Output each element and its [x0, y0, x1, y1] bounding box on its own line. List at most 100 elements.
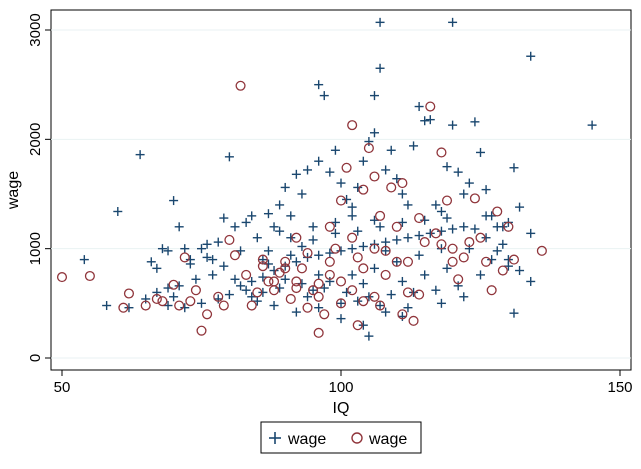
data-point-plus	[498, 239, 508, 249]
data-point-plus	[481, 185, 491, 195]
data-point-plus	[397, 189, 407, 199]
data-point-plus	[336, 314, 346, 324]
data-point-plus	[269, 222, 279, 232]
data-point-circle	[335, 195, 347, 206]
x-tick-label: 50	[54, 379, 71, 396]
data-point-plus	[442, 263, 452, 273]
data-point-plus	[141, 294, 151, 304]
data-point-plus	[314, 80, 324, 90]
data-point-circle	[335, 298, 347, 309]
data-point-plus	[420, 270, 430, 280]
data-point-plus	[587, 120, 597, 130]
series-plus-markers	[79, 17, 597, 341]
data-point-plus	[431, 285, 441, 295]
legend-circle-icon	[351, 432, 363, 444]
data-point-plus	[174, 281, 184, 291]
data-point-circle	[352, 320, 363, 331]
data-point-plus	[258, 272, 268, 282]
data-point-circle	[324, 269, 335, 280]
data-point-circle	[358, 184, 369, 195]
data-point-circle	[296, 263, 307, 274]
data-point-plus	[152, 263, 162, 273]
data-point-circle	[441, 195, 453, 206]
data-point-circle	[324, 221, 335, 232]
data-point-plus	[392, 235, 402, 245]
data-point-plus	[208, 270, 218, 280]
data-point-circle	[347, 285, 358, 296]
data-point-plus	[252, 233, 262, 243]
data-point-circle	[425, 101, 436, 112]
data-point-plus	[258, 287, 268, 297]
data-point-plus	[453, 167, 463, 177]
data-point-plus	[358, 241, 368, 251]
data-point-plus	[330, 228, 340, 238]
data-point-plus	[325, 167, 335, 177]
y-axis: 0 1000 2000 3000	[27, 13, 51, 362]
data-point-circle	[352, 252, 363, 263]
data-point-plus	[280, 274, 290, 284]
data-point-circle	[380, 245, 391, 256]
data-point-plus	[369, 91, 379, 101]
data-point-circle	[391, 256, 402, 267]
data-point-plus	[247, 211, 257, 221]
data-point-circle	[118, 302, 129, 313]
data-point-plus	[303, 292, 313, 302]
data-point-plus	[347, 202, 357, 212]
data-point-plus	[347, 244, 357, 254]
data-point-plus	[459, 189, 469, 199]
data-point-circle	[319, 309, 330, 320]
y-axis-title: wage	[5, 171, 22, 210]
data-point-plus	[191, 274, 201, 284]
data-point-circle	[508, 254, 520, 265]
data-point-circle	[335, 276, 347, 287]
data-point-circle	[246, 300, 257, 311]
data-point-plus	[448, 224, 458, 234]
data-point-plus	[369, 215, 379, 225]
data-point-plus	[342, 287, 352, 297]
data-point-circle	[386, 182, 397, 193]
data-point-circle	[447, 243, 458, 254]
data-point-circle	[252, 287, 263, 298]
data-point-plus	[369, 128, 379, 138]
data-point-circle	[363, 143, 374, 154]
data-point-circle	[291, 282, 302, 294]
data-point-plus	[291, 307, 301, 317]
data-point-plus	[286, 233, 296, 243]
data-point-plus	[202, 252, 212, 262]
data-point-circle	[202, 309, 213, 320]
data-point-circle	[347, 120, 358, 131]
data-point-plus	[358, 320, 368, 330]
data-point-plus	[375, 222, 385, 232]
data-point-plus	[392, 257, 402, 267]
data-point-plus	[436, 226, 446, 236]
data-point-plus	[247, 292, 257, 302]
data-point-plus	[515, 202, 525, 212]
data-point-plus	[381, 307, 391, 317]
data-point-plus	[314, 303, 324, 313]
data-point-plus	[476, 270, 485, 280]
data-point-circle	[224, 234, 235, 245]
data-point-circle	[123, 288, 135, 299]
data-point-plus	[409, 141, 419, 151]
data-point-plus	[297, 189, 307, 199]
y-tick-label: 0	[27, 354, 44, 362]
data-point-plus	[152, 287, 162, 297]
data-point-plus	[336, 246, 346, 256]
data-point-plus	[409, 287, 419, 297]
data-point-plus	[286, 211, 296, 221]
data-point-plus	[263, 246, 273, 256]
data-point-plus	[369, 263, 379, 273]
data-point-circle	[536, 245, 547, 256]
data-point-circle	[436, 147, 447, 158]
data-point-plus	[336, 298, 346, 308]
data-point-circle	[157, 296, 168, 307]
data-point-plus	[297, 279, 307, 289]
data-point-plus	[308, 235, 318, 245]
data-point-plus	[386, 145, 396, 155]
x-axis: 50 100 150	[54, 370, 633, 396]
data-point-plus	[314, 270, 324, 280]
data-point-plus	[197, 298, 206, 308]
data-point-plus	[381, 237, 391, 247]
data-point-plus	[213, 294, 223, 304]
data-point-circle	[313, 327, 324, 338]
